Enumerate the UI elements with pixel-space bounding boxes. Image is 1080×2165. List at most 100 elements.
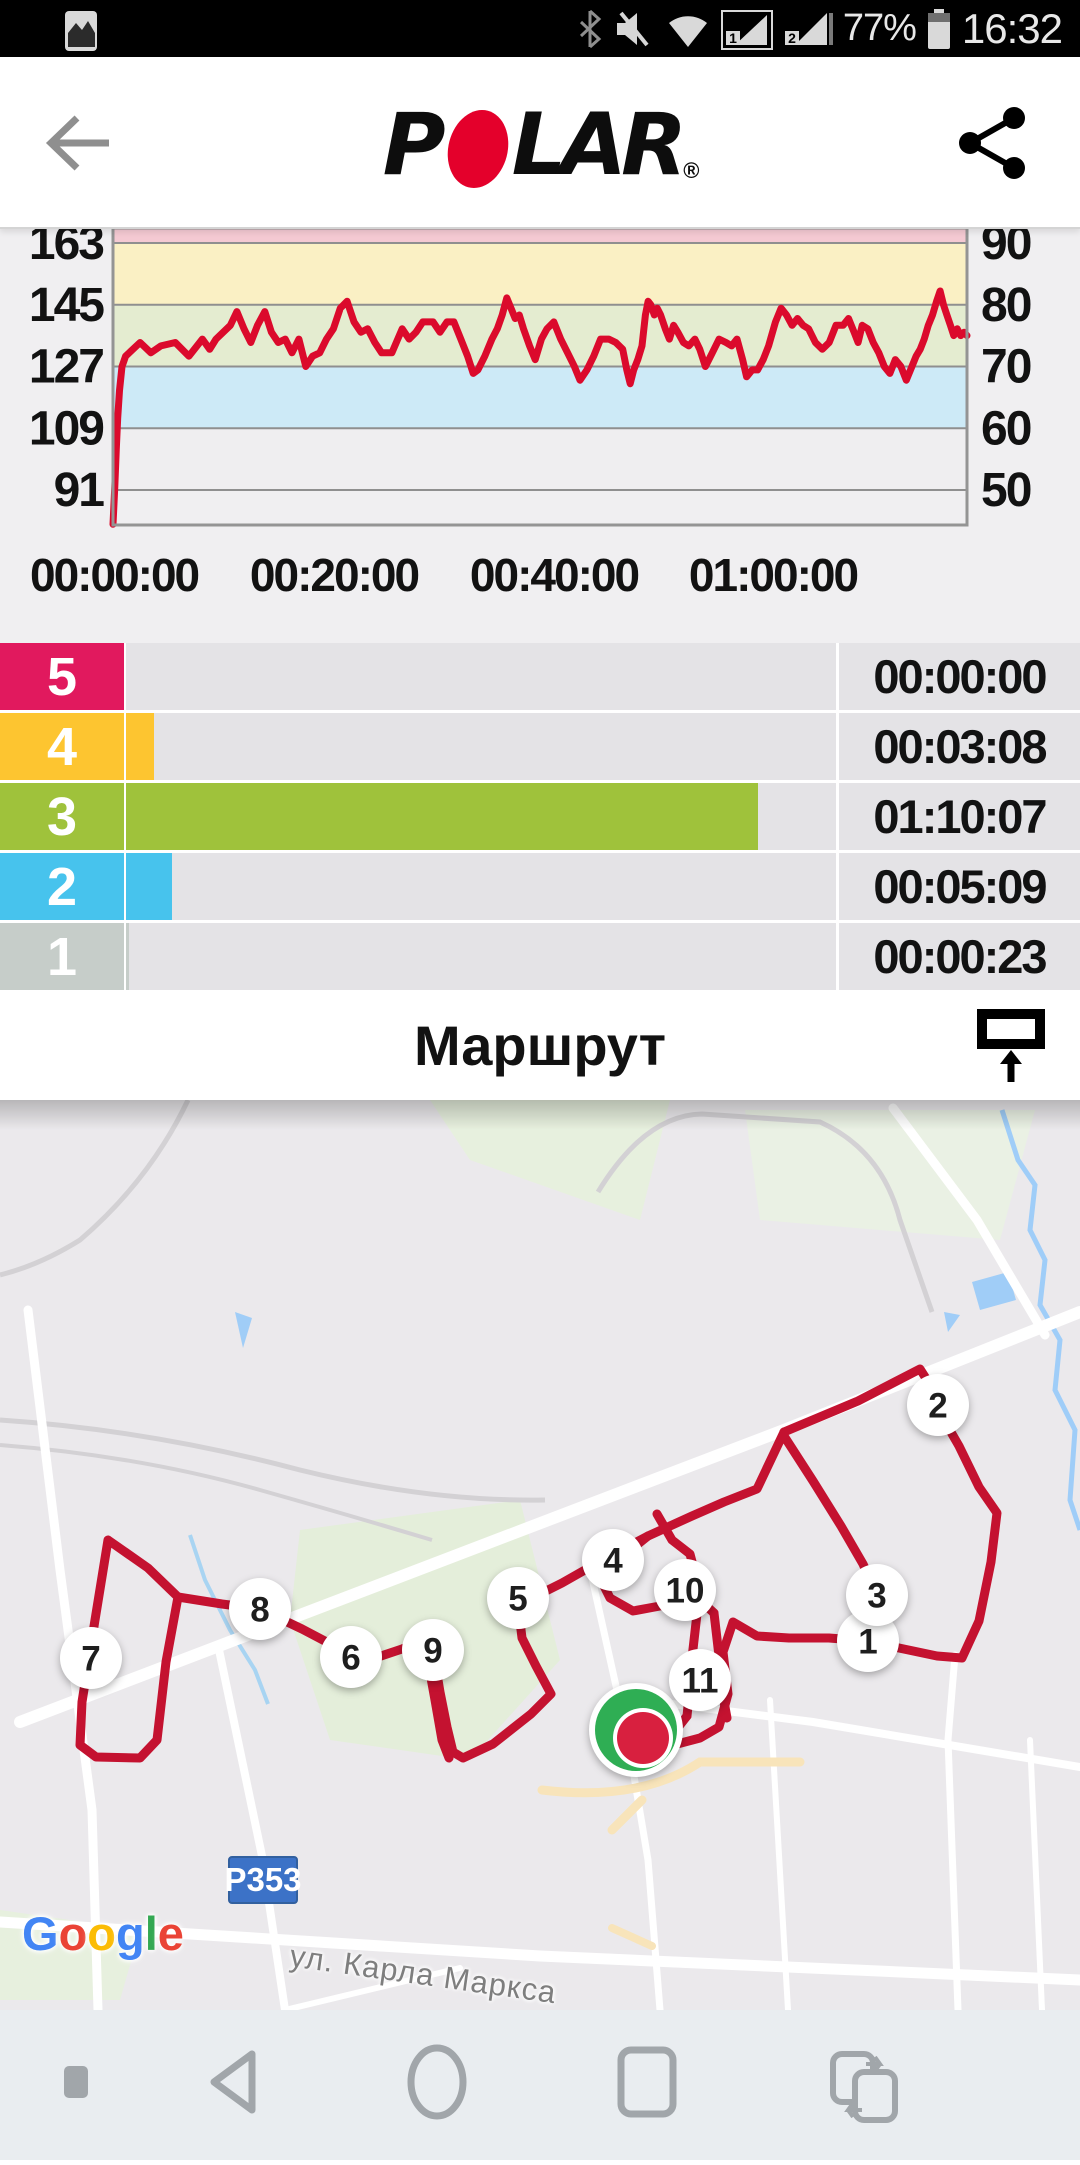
y-axis-left-tick: 163 <box>29 227 103 270</box>
zone-number: 1 <box>0 923 124 990</box>
google-logo-letter: l <box>144 1907 158 1960</box>
x-axis-tick: 00:00:00 <box>30 549 199 601</box>
google-logo-letter: o <box>58 1907 88 1960</box>
map-railways <box>0 1100 935 1542</box>
zone-row: 1 00:00:23 <box>0 923 1080 990</box>
status-bar: 1 2 77% 16:32 <box>0 0 1080 57</box>
route-map[interactable]: 1 2 3 4 5 6 7 8 9 10 11 P353 ул. Карла Маркса Goog… <box>0 1100 1080 2010</box>
screenshot-icon <box>65 11 97 51</box>
svg-text:9: 9 <box>423 1632 442 1671</box>
zone-bar <box>126 783 758 850</box>
share-icon <box>959 107 1025 179</box>
status-clock: 16:32 <box>961 4 1063 52</box>
zone-time: 01:10:07 <box>839 783 1080 850</box>
y-axis-left-tick: 145 <box>29 279 104 332</box>
battery-icon <box>927 8 950 49</box>
google-logo-letter: g <box>116 1907 145 1960</box>
mute-icon <box>616 11 649 46</box>
zone-time: 00:03:08 <box>839 713 1080 780</box>
signal-sim1-icon: 1 <box>720 9 773 50</box>
svg-text:5: 5 <box>508 1580 527 1619</box>
logo-letters-lar: LAR <box>511 95 688 195</box>
screen-pin-icon[interactable] <box>64 2066 88 2098</box>
map-marker-2[interactable]: 2 <box>907 1374 969 1436</box>
map-marker-5[interactable]: 5 <box>487 1567 549 1629</box>
zone-time: 00:05:09 <box>839 853 1080 920</box>
signal-sim2-icon: 2 <box>784 12 833 46</box>
svg-text:11: 11 <box>682 1662 719 1701</box>
map-marker-7[interactable]: 7 <box>60 1627 122 1689</box>
zone-row: 4 00:03:08 <box>0 713 1080 780</box>
y-axis-right-tick: 50 <box>981 464 1031 517</box>
map-marker-9[interactable]: 9 <box>402 1619 464 1681</box>
x-axis-tick: 01:00:00 <box>689 549 858 601</box>
map-canvas: 1 2 3 4 5 6 7 8 9 10 11 <box>0 1100 1080 2010</box>
map-top-shadow <box>0 1100 1080 1130</box>
y-axis-left-tick: 91 <box>54 464 105 517</box>
wifi-icon <box>668 15 707 47</box>
x-axis-tick: 00:20:00 <box>250 549 419 601</box>
route-section-header: Маршрут <box>0 990 1080 1100</box>
zone-number: 4 <box>0 713 124 780</box>
map-green-areas <box>0 1100 1035 2000</box>
zone-number: 5 <box>0 643 124 710</box>
map-marker-1[interactable]: 1 <box>837 1610 899 1672</box>
zone-number: 2 <box>0 853 124 920</box>
dual-window-icon[interactable] <box>830 2051 898 2123</box>
map-marker-11[interactable]: 11 <box>669 1649 731 1711</box>
map-marker-3[interactable]: 3 <box>846 1564 908 1626</box>
map-marker-4[interactable]: 4 <box>582 1529 644 1591</box>
google-logo-letter: G <box>22 1907 59 1960</box>
zone-bar-track <box>126 923 836 990</box>
zone-row: 5 00:00:00 <box>0 643 1080 710</box>
app-header: P LAR ® <box>0 57 1080 229</box>
zone-bar <box>126 713 154 780</box>
zone-number: 3 <box>0 783 124 850</box>
svg-text:1: 1 <box>858 1623 877 1662</box>
back-icon[interactable] <box>210 2050 256 2114</box>
zone-row: 3 01:10:07 <box>0 783 1080 850</box>
route-expand-button[interactable] <box>976 1008 1046 1086</box>
share-button[interactable] <box>952 103 1032 183</box>
polar-logo: P LAR ® <box>0 95 1080 195</box>
svg-text:7: 7 <box>81 1640 100 1679</box>
svg-text:6: 6 <box>341 1639 360 1678</box>
road-badge: P353 <box>224 1856 302 1904</box>
recents-icon[interactable] <box>617 2046 677 2118</box>
zone-time: 00:00:00 <box>839 643 1080 710</box>
svg-text:2: 2 <box>788 30 796 46</box>
zone-bar-track <box>126 643 836 710</box>
zone-bar-track <box>126 853 836 920</box>
start-finish-marker[interactable] <box>589 1683 683 1777</box>
heart-rate-zones-table: 5 00:00:00 4 00:03:08 3 01:10:07 2 00:05:09 1 00:… <box>0 643 1080 990</box>
svg-text:8: 8 <box>250 1591 269 1630</box>
map-marker-10[interactable]: 10 <box>654 1559 716 1621</box>
zone-bar <box>126 853 172 920</box>
google-logo-letter: e <box>157 1907 184 1960</box>
svg-text:4: 4 <box>603 1542 623 1581</box>
back-button[interactable] <box>38 105 118 181</box>
google-attribution: Google <box>22 1906 184 1961</box>
zone-bar-track <box>126 783 836 850</box>
heart-rate-plot: 163 145 127 109 91 90 80 70 60 50 00:00:00 00:20:00… <box>29 217 1033 601</box>
android-nav-bar <box>0 2010 1080 2160</box>
svg-text:2: 2 <box>928 1387 947 1426</box>
map-roads <box>0 1103 1080 2010</box>
logo-letter-p: P <box>382 95 446 195</box>
logo-red-oval <box>443 110 512 188</box>
map-marker-6[interactable]: 6 <box>320 1626 382 1688</box>
map-orange-roads <box>537 1757 805 1950</box>
bluetooth-icon <box>579 9 602 48</box>
battery-percent: 77% <box>842 7 917 49</box>
present-to-top-icon <box>977 1009 1045 1082</box>
zone-row: 2 00:05:09 <box>0 853 1080 920</box>
km-markers: 1 2 3 4 5 6 7 8 9 10 11 <box>60 1374 969 1711</box>
y-axis-right-tick: 80 <box>981 279 1031 332</box>
svg-text:3: 3 <box>867 1577 886 1616</box>
zone-bar <box>126 923 129 990</box>
map-marker-8[interactable]: 8 <box>229 1578 291 1640</box>
y-axis-right-tick: 60 <box>981 402 1031 455</box>
heart-rate-chart: 163 145 127 109 91 90 80 70 60 50 00:00:00 00:20:00… <box>0 217 1080 643</box>
y-axis-left-tick: 109 <box>29 402 103 455</box>
home-icon[interactable] <box>407 2044 467 2120</box>
